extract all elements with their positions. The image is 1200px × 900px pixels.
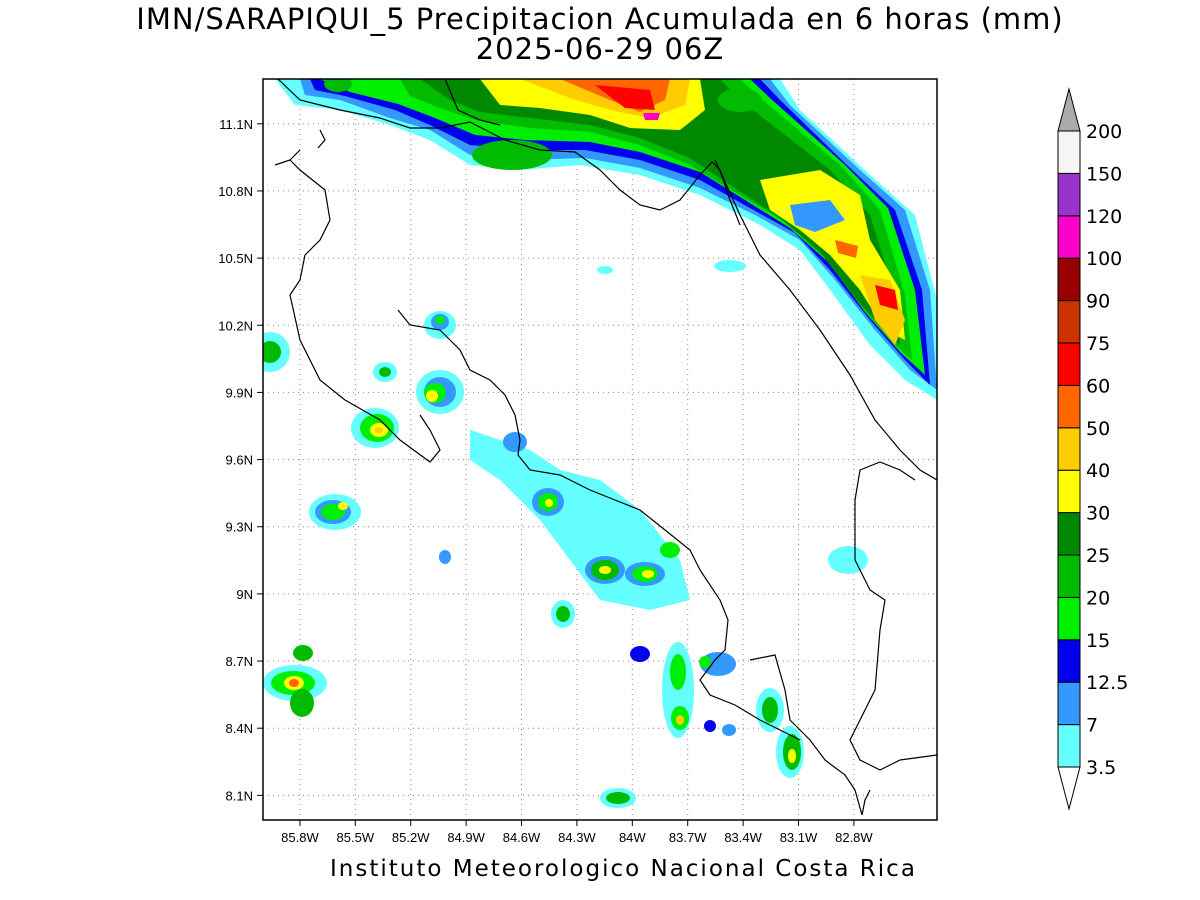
nicaragua-border <box>277 79 741 226</box>
colorbar-label: 75 <box>1086 333 1110 355</box>
rain-core-red-4 <box>835 240 858 258</box>
plot-frame <box>262 78 938 821</box>
colorbar-swatch <box>1057 469 1081 514</box>
rain-core-red-3 <box>875 285 898 310</box>
colorbar-label: 25 <box>1086 545 1110 567</box>
nicaragua-coast-nw <box>274 149 301 166</box>
panama-coast-south <box>861 789 871 816</box>
colorbar-label: 120 <box>1086 206 1122 228</box>
colorbar-swatch <box>1057 215 1081 259</box>
y-tick-label: 8.7N <box>226 654 253 669</box>
colorbar-swatch <box>1057 300 1081 344</box>
x-tick-label: 85.5W <box>337 830 375 845</box>
colorbar-label: 100 <box>1086 248 1122 270</box>
y-tick-label: 9N <box>236 587 253 602</box>
x-tick-label: 85.8W <box>281 830 319 845</box>
colorbar-swatch <box>1057 681 1081 726</box>
rain-core-magenta <box>643 113 660 120</box>
x-tick-label: 84.6W <box>503 830 541 845</box>
colorbar-label: 50 <box>1086 418 1110 440</box>
x-tick-label: 85.2W <box>392 830 430 845</box>
colorbar-swatch <box>1057 130 1081 174</box>
colorbar-swatch <box>1057 384 1081 429</box>
y-tick-label: 9.6N <box>226 453 253 468</box>
colorbar-label: 3.5 <box>1086 757 1116 779</box>
x-tick-label: 83.4W <box>724 830 762 845</box>
colorbar-swatch <box>1057 427 1081 471</box>
panama-coast <box>849 500 937 771</box>
precipitation-field <box>275 79 937 400</box>
colorbar-legend: 3.5 7 12.5 15 20 25 30 40 50 60 75 90 100 120 150 200 <box>1057 87 1128 811</box>
x-axis-longitude: 85.8W 85.5W 85.2W 84.9W 84.6W 84.3W 84W 83.7W 83… <box>281 820 873 845</box>
colorbar-swatch <box>1057 724 1081 768</box>
footer-credit: Instituto Meteorologico Nacional Costa R… <box>330 856 917 882</box>
colorbar-under-triangle <box>1057 766 1081 811</box>
colorbar-swatch <box>1057 596 1081 641</box>
colorbar-label: 7 <box>1086 715 1098 737</box>
x-tick-label: 83.7W <box>669 830 707 845</box>
colorbar-label: 90 <box>1086 291 1110 313</box>
x-tick-label: 83.1W <box>780 830 818 845</box>
rain-core-red-2 <box>595 85 655 110</box>
colorbar-label: 150 <box>1086 163 1122 185</box>
rain-band-north-25 <box>420 79 900 345</box>
x-tick-label: 84W <box>619 830 646 845</box>
map-subtitle-date: 2025-06-29 06Z <box>475 32 725 66</box>
caribbean-coast <box>714 159 937 481</box>
golfo-dulce <box>749 654 863 816</box>
panama-border <box>854 461 916 501</box>
colorbar-swatch <box>1057 172 1081 217</box>
convective-cells <box>263 79 868 808</box>
y-tick-label: 8.4N <box>226 721 253 736</box>
y-tick-label: 10.5N <box>218 251 253 266</box>
y-tick-label: 10.8N <box>218 184 253 199</box>
colorbar-over-triangle <box>1057 87 1081 132</box>
colorbar-swatch <box>1057 512 1081 556</box>
x-tick-label: 84.9W <box>447 830 485 845</box>
y-axis-latitude: 11.1N 10.8N 10.5N 10.2N 9.9N 9.6N 9.3N 9N 8.7N 8.… <box>218 117 263 803</box>
colorbar-swatch <box>1057 257 1081 302</box>
colorbar-swatch <box>1057 554 1081 598</box>
x-tick-label: 84.3W <box>558 830 596 845</box>
colorbar-label: 20 <box>1086 587 1110 609</box>
osa-peninsula <box>734 704 801 741</box>
rain-band-north-gap <box>790 200 845 232</box>
pacific-coast-north <box>289 159 441 463</box>
y-tick-label: 9.3N <box>226 520 253 535</box>
colorbar-label: 12.5 <box>1086 672 1128 694</box>
y-tick-label: 10.2N <box>218 318 253 333</box>
y-tick-label: 9.9N <box>226 385 253 400</box>
coastlines-borders <box>274 79 937 816</box>
colorbar-label: 40 <box>1086 460 1110 482</box>
border-small-1 <box>317 129 326 149</box>
colorbar-label: 30 <box>1086 503 1110 525</box>
colorbar-label: 15 <box>1086 630 1110 652</box>
colorbar-swatch <box>1057 342 1081 386</box>
colorbar-swatch <box>1057 639 1081 683</box>
colorbar-label: 200 <box>1086 121 1122 143</box>
x-tick-label: 82.8W <box>835 830 873 845</box>
y-tick-label: 8.1N <box>226 788 253 803</box>
lat-lon-grid <box>263 79 937 820</box>
lake-nicaragua <box>444 79 501 126</box>
nicoya-gulf <box>397 309 736 706</box>
map-title: IMN/SARAPIQUI_5 Precipitacion Acumulada … <box>136 2 1064 36</box>
y-tick-label: 11.1N <box>219 117 253 132</box>
colorbar-label: 60 <box>1086 375 1110 397</box>
